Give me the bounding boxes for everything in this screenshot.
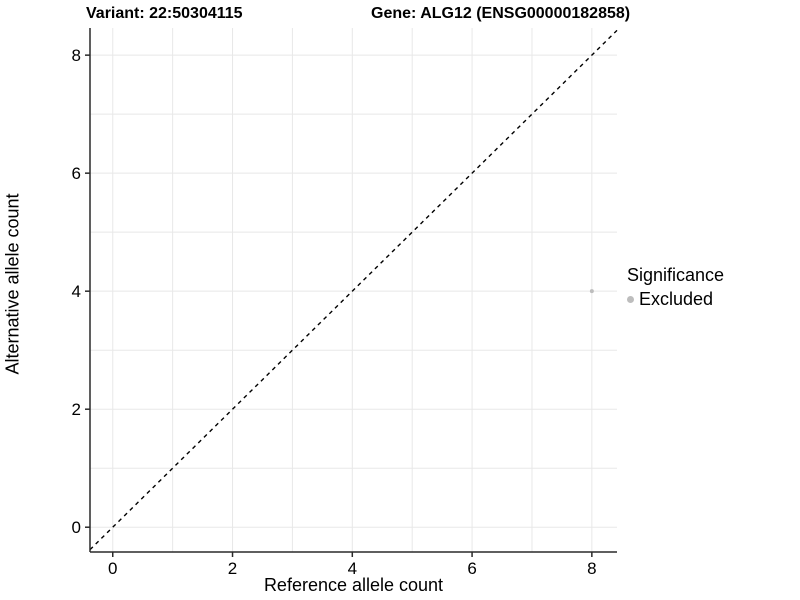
legend: Significance Excluded (627, 265, 724, 310)
identity-line (89, 29, 618, 551)
x-tick-label: 6 (467, 559, 476, 578)
x-tick-label: 4 (348, 559, 357, 578)
y-axis-title: Alternative allele count (2, 193, 23, 375)
x-tick-label: 2 (228, 559, 237, 578)
gene-title: Gene: ALG12 (ENSG00000182858) (371, 5, 631, 22)
y-tick-label: 6 (72, 164, 81, 183)
y-tick-label: 2 (72, 400, 81, 419)
data-point (589, 289, 594, 294)
legend-item-label: Excluded (639, 289, 714, 309)
legend-title: Significance (627, 265, 725, 285)
x-tick-label: 8 (587, 559, 596, 578)
legend-item-excluded: Excluded (627, 289, 724, 310)
x-axis-title: Reference allele count (263, 575, 444, 595)
y-tick-label: 8 (72, 46, 81, 65)
x-tick-label: 0 (108, 559, 117, 578)
y-tick-label: 4 (72, 282, 81, 301)
variant-title: Variant: 22:50304115 (86, 5, 243, 22)
legend-point-icon (627, 296, 634, 303)
y-tick-label: 0 (72, 518, 81, 537)
